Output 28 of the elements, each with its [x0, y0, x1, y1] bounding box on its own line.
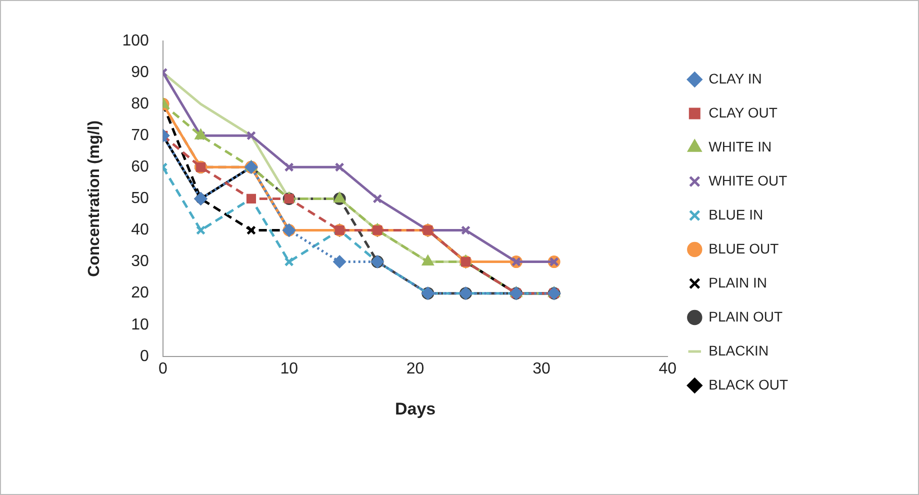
legend-label: CLAY OUT: [708, 104, 778, 120]
y-tick-label: 70: [131, 127, 149, 144]
y-tick-label: 0: [140, 348, 149, 365]
x-tick-label: 30: [532, 360, 550, 378]
y-tick-label: 90: [131, 64, 149, 81]
y-tick-label: 30: [131, 253, 149, 270]
legend-label: WHITE OUT: [708, 172, 788, 188]
legend-label: PLAIN IN: [708, 274, 768, 290]
legend-label: BLUE OUT: [708, 240, 780, 256]
y-tick-label: 10: [131, 316, 149, 334]
y-tick-label: 20: [131, 284, 149, 302]
y-axis-title: Concentration (mg/l): [86, 120, 104, 277]
x-tick-label: 20: [406, 360, 424, 378]
y-tick-label: 100: [122, 32, 149, 50]
legend-label: BLUE IN: [708, 206, 764, 222]
legend-label: CLAY IN: [708, 70, 762, 86]
legend-label: BLACK OUT: [708, 376, 788, 392]
legend-label: BLACKIN: [708, 342, 769, 358]
y-tick-label: 60: [131, 158, 149, 176]
y-tick-label: 50: [131, 190, 149, 208]
x-axis-title: Days: [394, 399, 436, 418]
y-tick-label: 40: [131, 222, 149, 239]
legend-label: PLAIN OUT: [708, 308, 783, 324]
x-tick-label: 10: [280, 360, 298, 378]
x-tick-label: 0: [158, 360, 168, 378]
x-tick-label: 40: [658, 360, 677, 378]
y-tick-label: 80: [131, 95, 149, 112]
legend-label: WHITE IN: [708, 138, 772, 154]
